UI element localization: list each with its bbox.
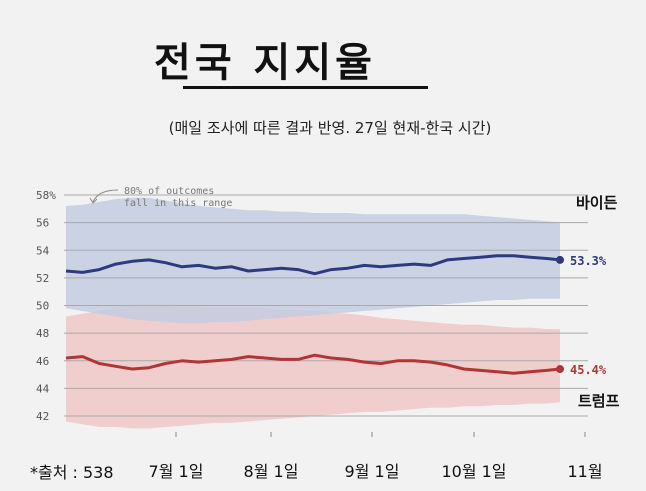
band-trump: [66, 304, 560, 429]
grid-lines: [64, 194, 588, 417]
x-tick-label: 7월 1일: [149, 462, 204, 481]
series-line-trump: [65, 353, 561, 375]
y-tick-label: 56: [36, 217, 49, 230]
end-point-trump: [556, 365, 564, 374]
end-point-biden: [556, 255, 564, 264]
y-tick-label: 44: [36, 382, 50, 395]
series-lines: [65, 254, 564, 375]
annotation-line-2: fall in this range: [124, 198, 232, 209]
end-value-label-biden: 53.3%: [570, 254, 607, 268]
source-note: *출처 : 538: [30, 463, 114, 482]
series-name-trump: 트럼프: [578, 392, 620, 410]
x-tick-label: 11월: [567, 462, 602, 481]
x-axis-ticks: 7월 1일 8월 1일 9월 1일 10월 1일 11월: [149, 432, 603, 481]
series-labels: 53.3% 바이든 45.4% 트럼프: [570, 194, 620, 410]
series-line-biden: [65, 254, 561, 276]
y-tick-label: 52: [36, 272, 49, 285]
x-tick-label: 9월 1일: [345, 462, 400, 481]
x-tick-label: 8월 1일: [244, 462, 299, 481]
y-tick-label: 50: [36, 300, 49, 313]
y-tick-label: 42: [36, 410, 49, 423]
annotation-line-1: 80% of outcomes: [124, 186, 214, 197]
annotation-arrowhead: [89, 197, 98, 204]
y-tick-label: 54: [36, 244, 50, 257]
series-name-biden: 바이든: [576, 194, 618, 212]
band-biden: [66, 197, 560, 324]
y-tick-label: 46: [36, 355, 49, 368]
y-tick-label: 58%: [36, 189, 56, 202]
end-value-label-trump: 45.4%: [570, 363, 607, 377]
title-underline: [183, 86, 428, 89]
uncertainty-bands: [66, 197, 560, 429]
y-tick-label: 48: [36, 327, 49, 340]
chart-subtitle: (매일 조사에 따른 결과 반영. 27일 현재-한국 시간): [168, 119, 492, 137]
x-tick-label: 10월 1일: [441, 462, 506, 481]
annotation-arrow: [92, 189, 119, 203]
chart-title: 전국 지지율: [154, 40, 376, 86]
y-axis-ticks: 58% 56 54 52 50 48 46 44 42: [36, 189, 56, 423]
